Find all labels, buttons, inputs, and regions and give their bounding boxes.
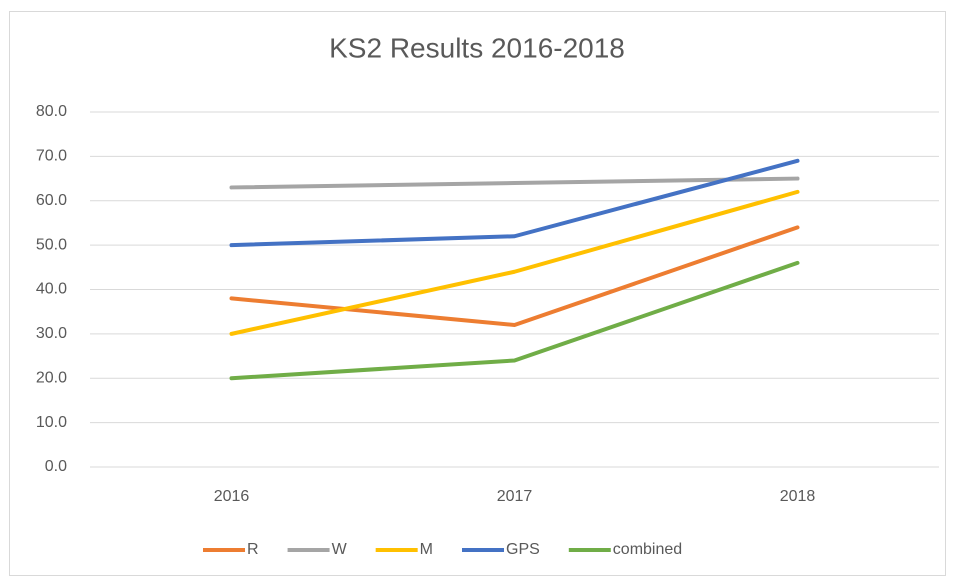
y-tick-label: 20.0 [36,369,67,386]
series-line [229,176,800,190]
y-tick-label: 0.0 [45,458,67,475]
x-tick-label: 2018 [780,488,816,505]
chart-title: KS2 Results 2016-2018 [329,32,625,63]
legend-label: R [247,541,259,558]
y-tick-label: 10.0 [36,414,67,431]
legend-label: M [420,541,433,558]
x-tick-label: 2016 [214,488,250,505]
chart-border [9,11,946,576]
y-tick-label: 60.0 [36,192,67,209]
series-line [229,189,800,336]
legend-label: GPS [506,541,540,558]
y-tick-label: 50.0 [36,236,67,253]
series-line [229,225,800,327]
legend-label: combined [613,541,682,558]
series-line [229,158,800,248]
x-tick-label: 2017 [497,488,533,505]
legend-label: W [332,541,348,558]
y-tick-label: 40.0 [36,281,67,298]
y-tick-label: 70.0 [36,148,67,165]
series-line [229,260,800,381]
y-tick-label: 80.0 [36,103,67,120]
y-tick-label: 30.0 [36,325,67,342]
